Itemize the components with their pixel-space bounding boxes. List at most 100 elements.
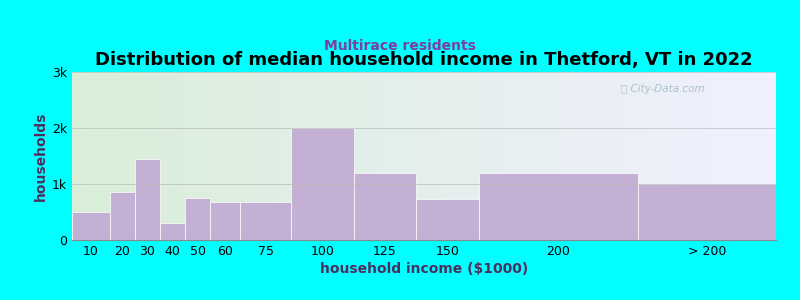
Bar — [389, 72, 396, 240]
Bar — [698, 72, 706, 240]
Bar — [100, 72, 107, 240]
Bar — [445, 72, 452, 240]
Bar — [410, 72, 417, 240]
Bar — [748, 72, 755, 240]
Bar — [762, 72, 769, 240]
Bar — [480, 72, 487, 240]
Bar — [142, 72, 150, 240]
Bar — [678, 72, 685, 240]
Bar — [178, 72, 185, 240]
Bar — [628, 72, 635, 240]
Bar — [333, 72, 339, 240]
Bar — [234, 72, 241, 240]
Bar — [572, 72, 579, 240]
Text: Multirace residents: Multirace residents — [324, 40, 476, 53]
Bar — [607, 72, 614, 240]
Bar — [72, 212, 110, 240]
Bar — [213, 72, 220, 240]
Bar — [544, 72, 550, 240]
Bar — [157, 72, 163, 240]
Bar — [361, 72, 368, 240]
Y-axis label: households: households — [34, 111, 48, 201]
Bar — [227, 72, 234, 240]
Bar — [79, 72, 86, 240]
Bar — [459, 72, 466, 240]
Bar — [741, 72, 748, 240]
Bar — [530, 72, 537, 240]
Bar — [368, 72, 374, 240]
Bar — [755, 72, 762, 240]
Bar — [135, 159, 160, 240]
Bar — [713, 72, 720, 240]
Bar — [734, 72, 741, 240]
Title: Distribution of median household income in Thetford, VT in 2022: Distribution of median household income … — [95, 51, 753, 69]
X-axis label: household income ($1000): household income ($1000) — [320, 262, 528, 276]
Bar — [283, 72, 290, 240]
Bar — [311, 72, 318, 240]
Bar — [128, 72, 135, 240]
Bar — [241, 72, 248, 240]
Bar — [107, 72, 114, 240]
Bar — [241, 202, 290, 240]
Bar — [304, 72, 311, 240]
Bar — [220, 72, 227, 240]
Bar — [192, 72, 198, 240]
Bar — [93, 72, 100, 240]
Bar — [565, 72, 572, 240]
Bar — [600, 72, 607, 240]
Bar — [290, 128, 354, 240]
Bar — [326, 72, 333, 240]
Bar — [298, 72, 304, 240]
Bar — [579, 72, 586, 240]
Bar — [621, 72, 628, 240]
Bar — [509, 72, 515, 240]
Bar — [72, 72, 79, 240]
Bar — [248, 72, 255, 240]
Bar — [396, 72, 403, 240]
Bar — [185, 72, 192, 240]
Bar — [403, 72, 410, 240]
Bar — [417, 72, 424, 240]
Bar — [487, 72, 494, 240]
Bar — [685, 72, 691, 240]
Bar — [663, 72, 670, 240]
Bar — [346, 72, 354, 240]
Bar — [276, 72, 283, 240]
Bar — [339, 72, 346, 240]
Bar — [720, 72, 726, 240]
Bar — [522, 72, 530, 240]
Bar — [515, 72, 522, 240]
Bar — [122, 72, 128, 240]
Bar — [160, 223, 185, 240]
Bar — [706, 72, 713, 240]
Bar — [185, 198, 210, 240]
Bar — [593, 72, 600, 240]
Bar — [691, 72, 698, 240]
Bar — [642, 72, 650, 240]
Bar — [262, 72, 269, 240]
Bar — [638, 184, 776, 240]
Bar — [354, 72, 361, 240]
Bar — [206, 72, 213, 240]
Bar — [382, 72, 389, 240]
Bar — [479, 173, 638, 240]
Bar — [86, 72, 93, 240]
Bar — [586, 72, 593, 240]
Bar — [114, 72, 122, 240]
Bar — [255, 72, 262, 240]
Bar — [170, 72, 178, 240]
Bar — [163, 72, 170, 240]
Bar — [417, 199, 479, 240]
Bar — [110, 192, 135, 240]
Bar — [494, 72, 502, 240]
Bar — [550, 72, 558, 240]
Bar — [135, 72, 142, 240]
Bar — [318, 72, 326, 240]
Bar — [438, 72, 445, 240]
Bar — [290, 72, 298, 240]
Bar — [269, 72, 276, 240]
Bar — [210, 202, 241, 240]
Bar — [150, 72, 157, 240]
Bar — [656, 72, 663, 240]
Bar — [558, 72, 565, 240]
